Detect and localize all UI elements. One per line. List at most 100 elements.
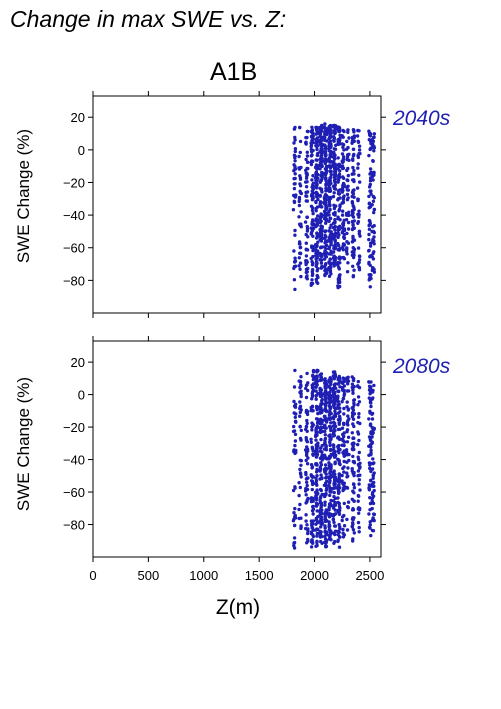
- data-point: [331, 386, 336, 391]
- data-point: [357, 148, 362, 152]
- data-point: [327, 274, 332, 278]
- data-point: [318, 388, 322, 393]
- data-point: [357, 400, 362, 404]
- data-point: [371, 457, 375, 461]
- data-point: [341, 255, 346, 260]
- data-point: [327, 481, 332, 485]
- data-point: [319, 153, 324, 157]
- data-point: [372, 173, 376, 177]
- data-point: [331, 221, 336, 225]
- data-point: [305, 429, 309, 433]
- data-point: [346, 184, 350, 188]
- data-point: [368, 285, 372, 289]
- data-point: [318, 231, 322, 235]
- data-point: [327, 213, 331, 217]
- data-point: [292, 523, 297, 528]
- data-point: [314, 394, 318, 398]
- data-point: [368, 466, 372, 471]
- data-point: [305, 483, 309, 488]
- data-point: [305, 150, 309, 154]
- data-point: [358, 488, 362, 492]
- data-point: [369, 469, 373, 474]
- data-point: [320, 429, 324, 434]
- data-point: [345, 157, 349, 162]
- data-point: [357, 129, 361, 133]
- data-point: [358, 506, 362, 511]
- data-point: [345, 198, 350, 202]
- data-point: [315, 509, 319, 513]
- data-point: [329, 263, 333, 267]
- data-point: [370, 440, 374, 444]
- data-point: [371, 266, 375, 270]
- data-point: [305, 412, 310, 417]
- x-tick-label: 1500: [245, 568, 274, 583]
- data-point: [345, 240, 349, 244]
- data-point: [332, 398, 336, 402]
- data-point: [323, 230, 327, 234]
- data-point: [372, 461, 376, 465]
- data-point: [352, 531, 356, 535]
- data-point: [341, 438, 345, 443]
- data-point: [293, 287, 297, 292]
- data-point: [331, 194, 336, 199]
- data-point: [322, 418, 327, 422]
- data-point: [320, 164, 324, 169]
- data-point: [311, 370, 316, 374]
- data-point: [333, 429, 337, 433]
- data-point: [306, 235, 310, 239]
- data-point: [328, 493, 332, 498]
- data-point: [315, 369, 319, 374]
- data-point: [323, 249, 327, 253]
- data-point: [318, 204, 323, 208]
- data-point: [333, 412, 337, 417]
- data-point: [342, 501, 346, 506]
- y-tick-label: 20: [71, 355, 85, 370]
- data-point: [293, 443, 297, 448]
- data-point: [318, 500, 323, 505]
- data-point: [350, 467, 354, 471]
- data-point: [318, 234, 322, 239]
- data-point: [333, 539, 337, 544]
- data-point: [316, 444, 320, 448]
- data-point: [328, 226, 332, 230]
- data-point: [346, 500, 351, 504]
- data-point: [293, 167, 298, 171]
- data-point: [293, 405, 298, 409]
- data-point: [358, 254, 362, 259]
- data-point: [332, 449, 336, 453]
- data-point: [333, 390, 337, 394]
- data-point: [333, 157, 337, 161]
- data-point: [294, 402, 298, 406]
- data-point: [327, 237, 332, 241]
- data-point: [319, 254, 324, 259]
- data-point: [319, 245, 323, 249]
- data-point: [352, 398, 356, 403]
- data-point: [304, 168, 308, 173]
- data-point: [319, 446, 323, 450]
- data-point: [340, 426, 345, 430]
- data-point: [323, 440, 327, 444]
- data-point: [316, 249, 320, 253]
- data-point: [311, 388, 316, 392]
- data-point: [293, 125, 297, 130]
- data-point: [315, 380, 319, 384]
- data-point: [309, 474, 314, 478]
- data-point: [356, 384, 360, 388]
- data-point: [315, 490, 319, 494]
- data-point: [311, 373, 315, 378]
- data-point: [336, 389, 340, 393]
- data-point: [340, 142, 344, 146]
- data-point: [345, 231, 349, 236]
- data-point: [304, 519, 308, 523]
- data-point: [304, 395, 309, 400]
- data-point: [305, 154, 310, 158]
- data-point: [345, 377, 349, 382]
- data-point: [324, 255, 329, 259]
- data-point: [357, 229, 362, 233]
- data-point: [346, 435, 351, 439]
- data-point: [328, 132, 333, 136]
- data-point: [311, 512, 315, 516]
- data-point: [306, 476, 310, 480]
- data-point: [325, 486, 329, 491]
- data-point: [336, 178, 341, 182]
